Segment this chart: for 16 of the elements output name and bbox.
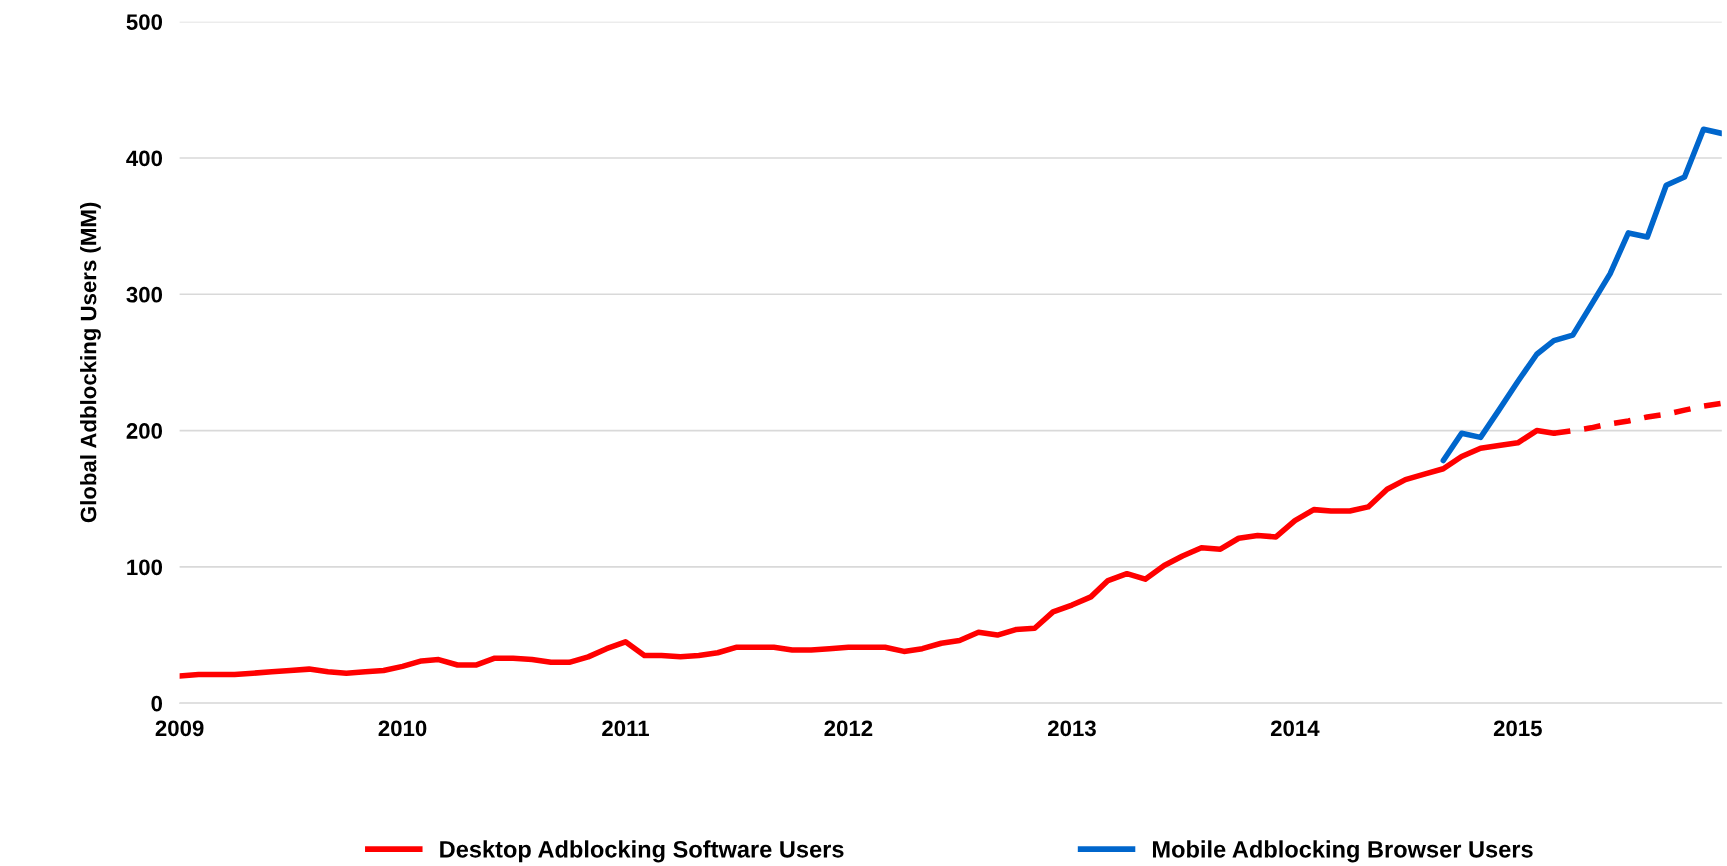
y-tick-label: 400 — [126, 150, 163, 167]
x-tick-label: 2009 — [155, 720, 204, 737]
y-tick-label: 100 — [127, 559, 163, 576]
y-axis-title: Global Adblocking Users (MM) — [80, 202, 101, 523]
x-tick-label: 2011 — [602, 720, 649, 737]
y-tick-label: 0 — [151, 695, 163, 712]
legend-label: Desktop Adblocking Software Users — [440, 840, 844, 863]
y-tick-label: 500 — [126, 14, 163, 30]
x-tick-label: 2012 — [824, 720, 873, 737]
x-tick-label: 2015 — [1493, 720, 1542, 737]
y-tick-label: 300 — [126, 286, 163, 303]
x-tick-label: 2013 — [1048, 720, 1096, 737]
y-tick-label: 200 — [126, 423, 163, 439]
x-tick-label: 2014 — [1270, 720, 1320, 737]
legend-label: Mobile Adblocking Browser Users — [1152, 840, 1533, 863]
x-tick-label: 2010 — [378, 720, 427, 737]
